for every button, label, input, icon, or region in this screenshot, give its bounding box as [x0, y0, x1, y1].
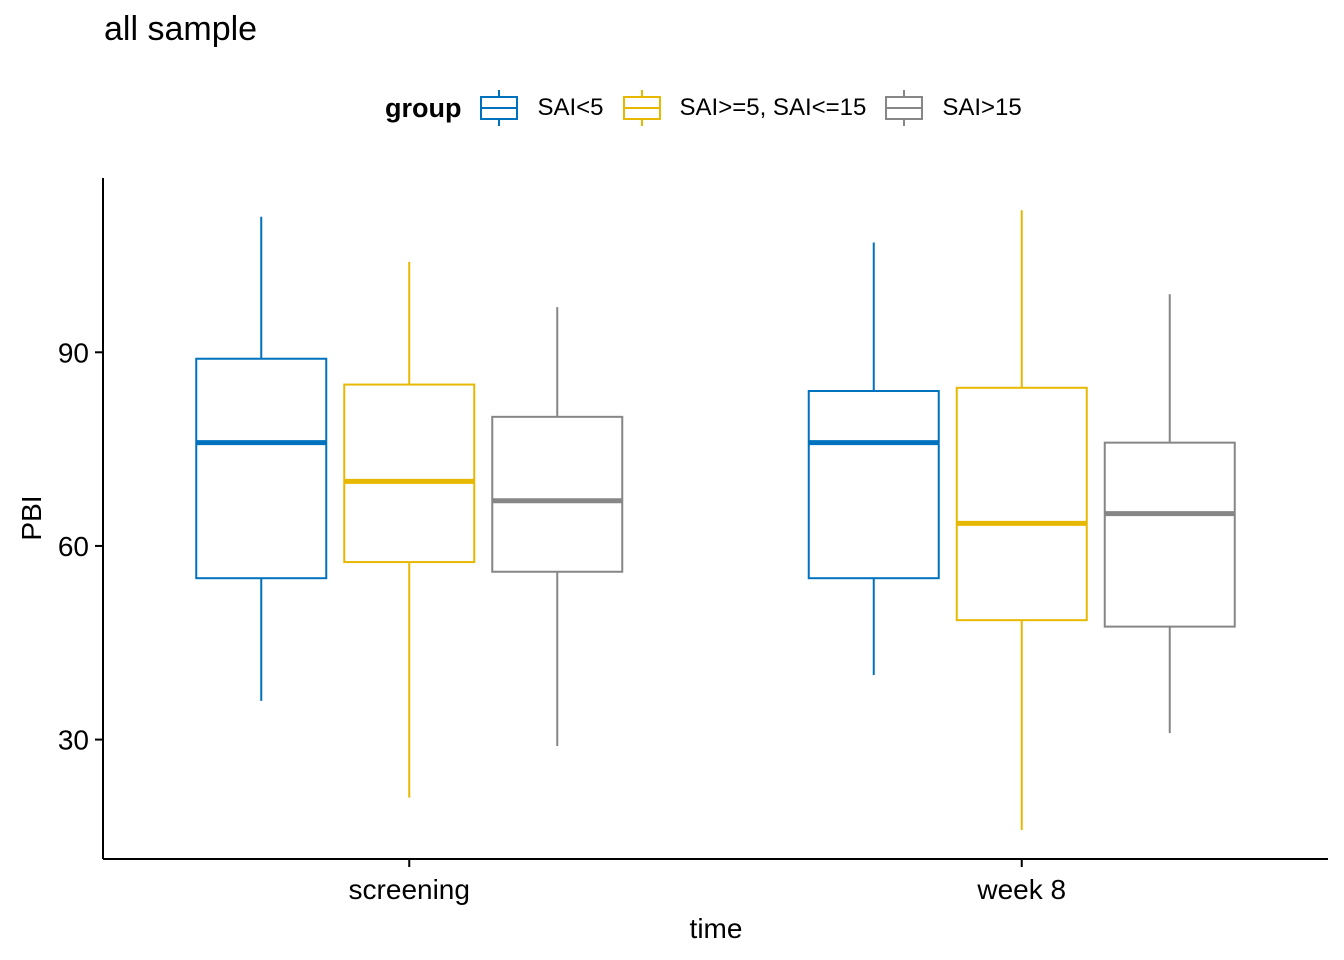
- box-s0-c0-box: [195, 357, 328, 580]
- legend-key-sai-5-15: [622, 90, 661, 126]
- chart-title: all sample: [104, 10, 258, 48]
- box-s1-c0-box: [343, 383, 476, 564]
- legend: group SAI<5 SAI>=5, SAI<=15 SAI>15: [385, 88, 1040, 128]
- y-axis-title: PBI: [16, 495, 47, 540]
- y-tick-label-30: 30: [58, 725, 89, 756]
- box-s0-c1-box: [807, 390, 940, 580]
- legend-label-sai-5-15: SAI>=5, SAI<=15: [679, 94, 867, 121]
- legend-key-sai-gt-15: [885, 90, 924, 126]
- box-s1-c1-box: [955, 386, 1088, 622]
- legend-item-sai-lt-5: SAI<5: [479, 88, 604, 128]
- legend-title: group: [385, 92, 462, 123]
- y-tick-label-90: 90: [58, 337, 89, 368]
- x-tick-label-1: week 8: [976, 874, 1066, 905]
- legend-key-sai-lt-5: [480, 90, 519, 126]
- box-s2-c1-box: [1103, 441, 1236, 628]
- y-tick-label-60: 60: [58, 531, 89, 562]
- legend-label-sai-gt-15: SAI>15: [942, 94, 1022, 121]
- x-tick-label-0: screening: [349, 874, 470, 905]
- legend-item-sai-gt-15: SAI>15: [884, 88, 1022, 128]
- legend-label-sai-lt-5: SAI<5: [537, 94, 604, 121]
- x-axis-title: time: [690, 913, 743, 944]
- box-s2-c0-box: [491, 415, 624, 573]
- legend-item-sai-5-15: SAI>=5, SAI<=15: [622, 88, 867, 128]
